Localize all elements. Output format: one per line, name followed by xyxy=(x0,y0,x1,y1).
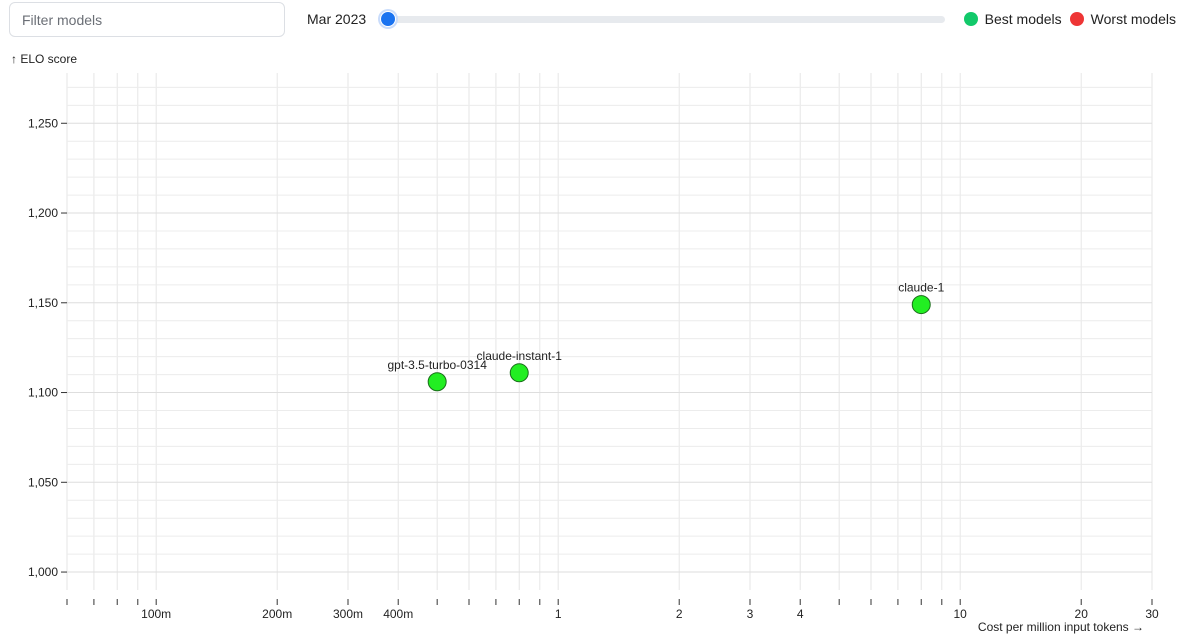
y-tick-label: 1,250 xyxy=(28,116,58,130)
legend-best-dot-icon xyxy=(963,12,978,26)
x-tick-label: 30 xyxy=(1145,607,1159,621)
x-tick-label: 2 xyxy=(676,607,683,621)
legend-best-label: Best models xyxy=(984,11,1062,27)
filter-models-input[interactable] xyxy=(9,2,285,37)
data-point xyxy=(509,363,529,383)
timeline-date-label: Mar 2023 xyxy=(307,11,367,27)
legend-item-worst[interactable]: Worst models xyxy=(1069,11,1176,27)
chart-axes: 100m 200m 300m 400m 1 2 3 4 10 20 30 1,000 1,050 1,10… xyxy=(28,116,1159,621)
y-tick-label: 1,150 xyxy=(28,296,58,310)
x-tick-label: 200m xyxy=(262,607,292,621)
x-tick-label: 10 xyxy=(954,607,968,621)
y-tick-label: 1,200 xyxy=(28,206,58,220)
x-tick-label: 1 xyxy=(555,607,562,621)
data-point xyxy=(427,372,447,392)
data-point-label: claude-1 xyxy=(898,281,944,295)
x-tick-label: 100m xyxy=(141,607,171,621)
legend-worst-dot-icon xyxy=(1069,12,1084,26)
y-axis-title: ↑ ELO score xyxy=(11,52,78,66)
x-axis-title: Cost per million input tokens → xyxy=(977,620,1144,634)
y-tick-label: 1,000 xyxy=(28,565,58,579)
x-tick-label: 400m xyxy=(383,607,413,621)
x-tick-label: 20 xyxy=(1075,607,1089,621)
legend: Best models Worst models xyxy=(956,11,1176,27)
legend-worst-label: Worst models xyxy=(1090,11,1176,27)
legend-item-best[interactable]: Best models xyxy=(963,11,1062,27)
timeline-slider-handle[interactable] xyxy=(380,11,396,27)
x-tick-label: 3 xyxy=(747,607,754,621)
x-tick-label: 300m xyxy=(333,607,363,621)
y-tick-label: 1,100 xyxy=(28,386,58,400)
x-tick-label: 4 xyxy=(797,607,804,621)
data-point-label: claude-instant-1 xyxy=(477,349,563,363)
chart-grid xyxy=(66,73,1153,590)
timeline-slider-track[interactable] xyxy=(388,16,945,23)
y-tick-label: 1,050 xyxy=(28,475,58,489)
data-point-label: gpt-3.5-turbo-0314 xyxy=(387,358,487,372)
data-point xyxy=(911,295,931,315)
